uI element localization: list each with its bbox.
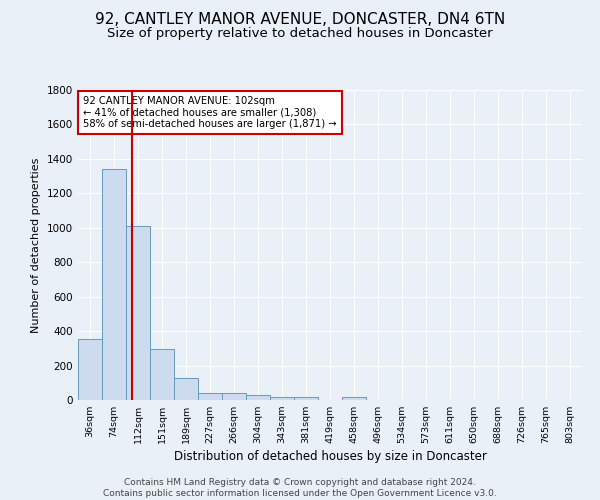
Text: 92, CANTLEY MANOR AVENUE, DONCASTER, DN4 6TN: 92, CANTLEY MANOR AVENUE, DONCASTER, DN4… (95, 12, 505, 28)
Bar (222, 393, 246, 400)
Text: Distribution of detached houses by size in Doncaster: Distribution of detached houses by size … (173, 450, 487, 463)
Bar (342, 396, 366, 400)
Y-axis label: Number of detached properties: Number of detached properties (31, 158, 41, 332)
Text: Size of property relative to detached houses in Doncaster: Size of property relative to detached ho… (107, 28, 493, 40)
Bar (150, 349, 174, 400)
Bar (246, 395, 270, 400)
Bar (174, 378, 198, 400)
Bar (102, 169, 126, 400)
Bar (294, 396, 318, 400)
Text: 92 CANTLEY MANOR AVENUE: 102sqm
← 41% of detached houses are smaller (1,308)
58%: 92 CANTLEY MANOR AVENUE: 102sqm ← 41% of… (83, 96, 337, 130)
Bar (270, 396, 294, 400)
Bar (198, 393, 222, 400)
Text: Contains HM Land Registry data © Crown copyright and database right 2024.
Contai: Contains HM Land Registry data © Crown c… (103, 478, 497, 498)
Bar (126, 226, 150, 400)
Bar (78, 339, 102, 400)
